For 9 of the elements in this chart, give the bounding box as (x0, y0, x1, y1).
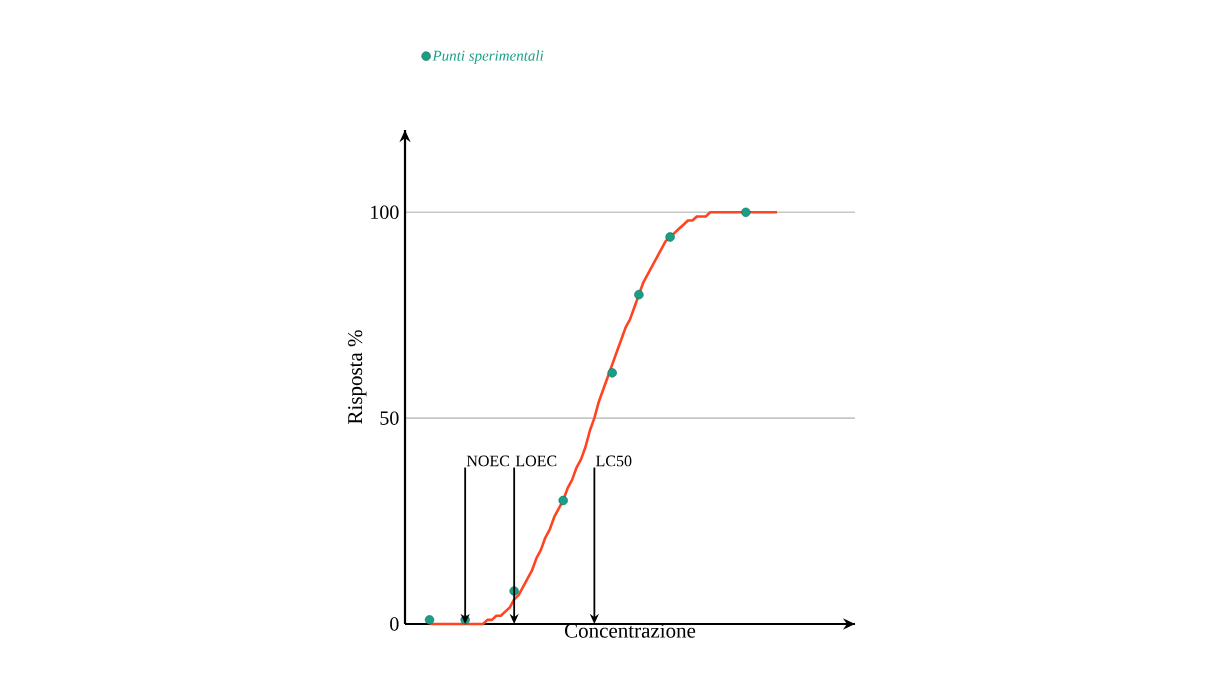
x-axis-title: Concentrazione (564, 623, 696, 638)
annotation: NOEC (466, 455, 510, 467)
legend-label: Punti sperimentali (432, 50, 544, 64)
y-tick-label: 50 (380, 411, 399, 425)
y-tick-label: 0 (390, 617, 399, 631)
annotation: LC50 (596, 455, 632, 467)
y-axis-title: Risposta % (348, 330, 367, 424)
y-tick-label: 100 (371, 205, 399, 220)
annotation: LOEC (515, 455, 557, 467)
